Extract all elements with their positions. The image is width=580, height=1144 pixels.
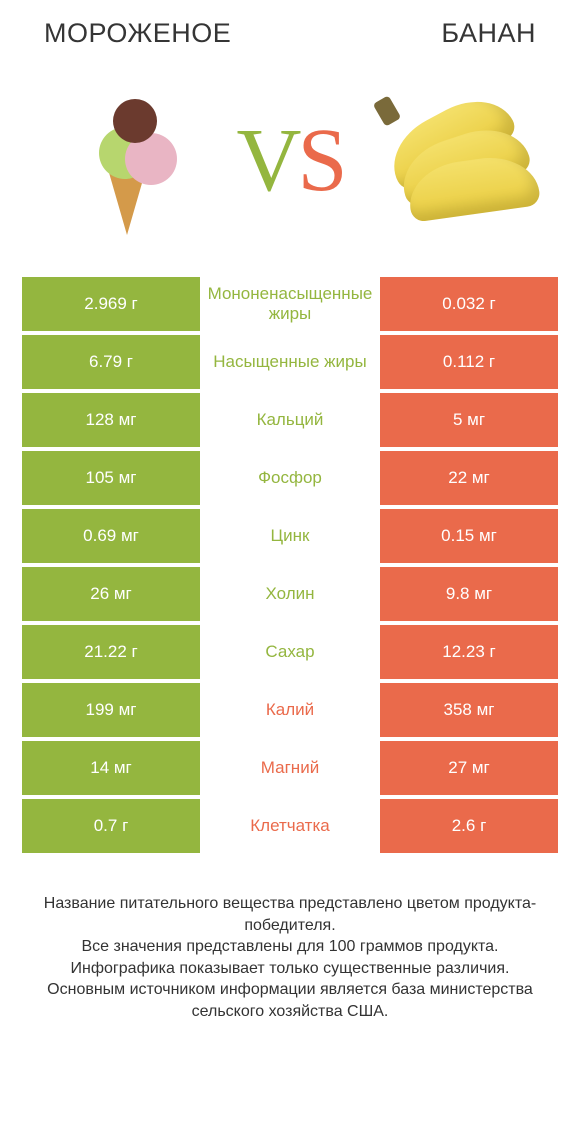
- right-value-cell: 0.112 г: [380, 335, 558, 389]
- nutrient-label-cell: Сахар: [200, 625, 380, 679]
- nutrient-label-cell: Клетчатка: [200, 799, 380, 853]
- left-value-cell: 0.69 мг: [22, 509, 200, 563]
- left-value-cell: 6.79 г: [22, 335, 200, 389]
- footer-line: Основным источником информации является …: [32, 979, 548, 1022]
- left-value-cell: 128 мг: [22, 393, 200, 447]
- left-value-cell: 26 мг: [22, 567, 200, 621]
- left-value-cell: 0.7 г: [22, 799, 200, 853]
- right-food-title: БАНАН: [441, 18, 536, 49]
- nutrient-label-cell: Насыщенные жиры: [200, 335, 380, 389]
- table-row: 6.79 гНасыщенные жиры0.112 г: [22, 335, 558, 389]
- right-value-cell: 5 мг: [380, 393, 558, 447]
- table-row: 199 мгКалий358 мг: [22, 683, 558, 737]
- vs-v-letter: V: [236, 111, 297, 210]
- right-value-cell: 0.032 г: [380, 277, 558, 331]
- table-row: 2.969 гМононенасыщенные жиры0.032 г: [22, 277, 558, 331]
- footer-line: Название питательного вещества представл…: [32, 893, 548, 936]
- comparison-table: 2.969 гМононенасыщенные жиры0.032 г6.79 …: [22, 273, 558, 857]
- left-value-cell: 14 мг: [22, 741, 200, 795]
- header: МОРОЖЕНОЕ БАНАН: [22, 12, 558, 53]
- table-row: 26 мгХолин9.8 мг: [22, 567, 558, 621]
- nutrient-label-cell: Мононенасыщенные жиры: [200, 277, 380, 331]
- left-food-title: МОРОЖЕНОЕ: [44, 18, 231, 49]
- nutrient-label-cell: Фосфор: [200, 451, 380, 505]
- footer-line: Инфографика показывает только существенн…: [32, 958, 548, 980]
- right-value-cell: 9.8 мг: [380, 567, 558, 621]
- left-value-cell: 105 мг: [22, 451, 200, 505]
- footer-line: Все значения представлены для 100 граммо…: [32, 936, 548, 958]
- table-row: 128 мгКальций5 мг: [22, 393, 558, 447]
- right-value-cell: 12.23 г: [380, 625, 558, 679]
- left-value-cell: 199 мг: [22, 683, 200, 737]
- table-row: 0.7 гКлетчатка2.6 г: [22, 799, 558, 853]
- nutrient-label-cell: Цинк: [200, 509, 380, 563]
- banana-icon: [378, 70, 528, 250]
- right-value-cell: 0.15 мг: [380, 509, 558, 563]
- right-value-cell: 358 мг: [380, 683, 558, 737]
- nutrient-label-cell: Кальций: [200, 393, 380, 447]
- right-value-cell: 27 мг: [380, 741, 558, 795]
- right-value-cell: 2.6 г: [380, 799, 558, 853]
- table-row: 21.22 гСахар12.23 г: [22, 625, 558, 679]
- vs-s-letter: S: [297, 111, 343, 210]
- table-row: 0.69 мгЦинк0.15 мг: [22, 509, 558, 563]
- nutrient-label-cell: Магний: [200, 741, 380, 795]
- left-value-cell: 21.22 г: [22, 625, 200, 679]
- images-row: VS: [22, 53, 558, 273]
- ice-cream-icon: [52, 70, 202, 250]
- comparison-table-body: 2.969 гМононенасыщенные жиры0.032 г6.79 …: [22, 277, 558, 853]
- vs-label: VS: [236, 109, 343, 212]
- nutrient-label-cell: Калий: [200, 683, 380, 737]
- left-value-cell: 2.969 г: [22, 277, 200, 331]
- table-row: 105 мгФосфор22 мг: [22, 451, 558, 505]
- table-row: 14 мгМагний27 мг: [22, 741, 558, 795]
- right-value-cell: 22 мг: [380, 451, 558, 505]
- nutrient-label-cell: Холин: [200, 567, 380, 621]
- footer-notes: Название питательного вещества представл…: [22, 857, 558, 1023]
